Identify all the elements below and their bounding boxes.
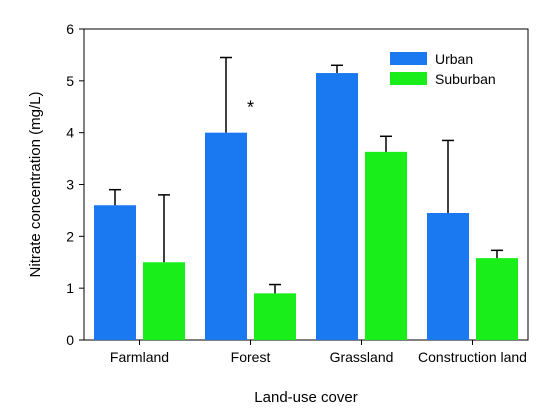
y-tick-label: 0 — [66, 332, 74, 348]
legend-swatch — [390, 52, 427, 65]
bar — [316, 73, 358, 340]
x-tick-label: Farmland — [110, 349, 169, 365]
y-tick-label: 2 — [66, 228, 74, 244]
y-tick-label: 1 — [66, 280, 74, 296]
legend: Urban Suburban — [390, 51, 496, 87]
legend-swatch — [390, 72, 427, 85]
bar — [476, 258, 518, 340]
bar-series — [94, 56, 518, 340]
x-axis-label: Land-use cover — [254, 389, 357, 406]
bar — [94, 205, 136, 340]
y-tick-label: 4 — [66, 125, 74, 141]
significance-annotation: * — [247, 98, 254, 118]
y-axis-label: Nitrate concentration (mg/L) — [27, 92, 44, 278]
bar — [143, 262, 185, 340]
y-tick-label: 6 — [66, 21, 74, 37]
y-axis: 0 1 2 3 4 5 6 — [66, 21, 84, 348]
y-tick-label: 3 — [66, 177, 74, 193]
legend-label: Suburban — [435, 71, 496, 87]
y-tick-label: 5 — [66, 73, 74, 89]
bar — [254, 293, 296, 340]
bar — [205, 132, 247, 340]
x-tick-label: Forest — [231, 349, 271, 365]
x-tick-label: Construction land — [418, 349, 527, 365]
legend-label: Urban — [435, 51, 473, 67]
bar — [365, 151, 407, 340]
x-tick-label: Grassland — [330, 349, 394, 365]
x-axis: Farmland Forest Grassland Construction land — [110, 340, 527, 365]
bar — [427, 213, 469, 340]
